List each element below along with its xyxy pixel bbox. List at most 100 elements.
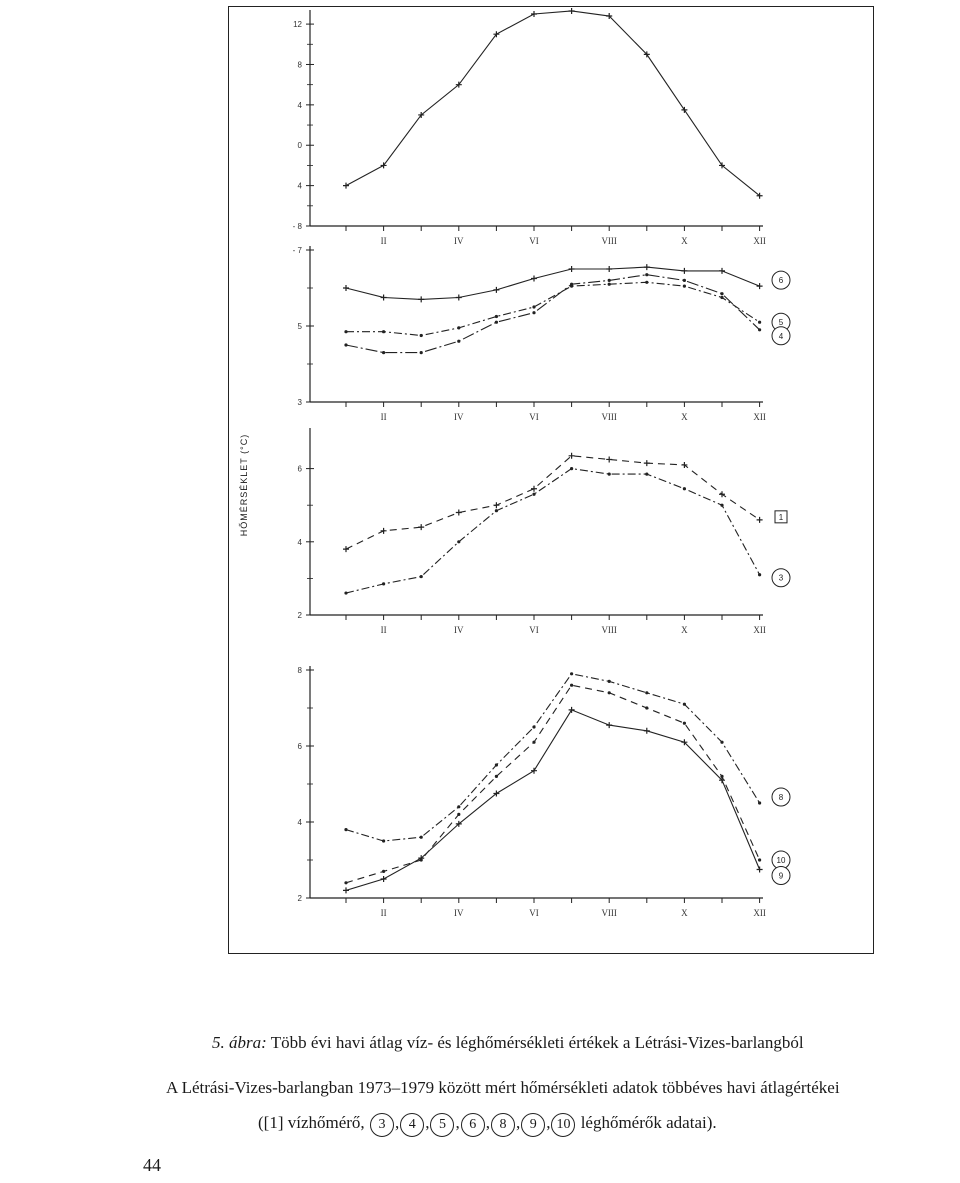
caption-marker-9: 9 [521, 1113, 546, 1137]
data-point [380, 876, 387, 882]
y-tick-label: 8 [298, 666, 303, 675]
x-tick-label: VIII [601, 908, 617, 918]
data-point [682, 721, 687, 725]
data-point [645, 691, 649, 695]
x-tick-label: VIII [601, 412, 617, 422]
data-point [494, 763, 498, 767]
data-point [681, 106, 688, 113]
data-point [719, 267, 725, 274]
y-tick-label: 2 [298, 894, 303, 903]
x-tick-label: VI [529, 625, 539, 635]
y-tick-label: - 8 [293, 222, 303, 231]
data-point [720, 774, 724, 779]
x-tick-label: IV [454, 908, 464, 918]
data-point [457, 812, 461, 817]
x-tick-label: II [381, 908, 387, 918]
data-point [570, 467, 574, 471]
x-tick-label: XII [753, 412, 766, 422]
data-point [532, 725, 536, 729]
data-point [607, 691, 611, 695]
data-point [419, 574, 423, 579]
caption-marker-10: 10 [551, 1113, 576, 1137]
x-tick-label: II [381, 625, 387, 635]
y-tick-label: 6 [298, 742, 303, 751]
data-point [756, 516, 763, 523]
data-point [494, 509, 498, 513]
data-point [756, 866, 763, 873]
data-point [570, 672, 574, 676]
data-point [493, 286, 500, 293]
y-tick-label: 5 [298, 322, 303, 331]
data-point [756, 192, 763, 199]
x-tick-label: IV [454, 236, 464, 246]
x-tick-label: VIII [601, 625, 617, 635]
x-tick-label: IV [454, 625, 464, 635]
data-point [719, 162, 725, 169]
caption-legend-prefix: ([1] vízhőmérő, [258, 1113, 365, 1132]
x-tick-label: X [681, 236, 688, 246]
data-point [494, 320, 498, 324]
y-tick-label: 6 [298, 465, 303, 474]
data-point [382, 869, 386, 874]
figure-caption-description: A Létrási-Vizes-barlangban 1973–1979 köz… [166, 1078, 840, 1097]
data-point [568, 7, 575, 14]
figure-caption-legend: ([1] vízhőmérő, 3, 4, 5, 6, 8, 9, 10 léghőmérő… [258, 1113, 717, 1137]
x-tick-label: X [681, 412, 688, 422]
data-point [607, 472, 611, 476]
data-point [758, 573, 762, 577]
data-point [531, 275, 537, 282]
data-point [380, 527, 387, 534]
data-point [719, 777, 725, 784]
x-tick-label: X [681, 625, 688, 635]
data-point [681, 461, 688, 468]
x-tick-label: VI [529, 412, 539, 422]
data-point [568, 706, 575, 713]
series-marker-8 [771, 787, 791, 807]
data-point [645, 472, 649, 476]
data-point [382, 839, 386, 843]
x-tick-label: VI [529, 908, 539, 918]
caption-separator: , [394, 1113, 400, 1132]
data-point [418, 296, 425, 303]
figure-frame [228, 6, 874, 954]
data-point [418, 111, 425, 118]
caption-legend-suffix: léghőmérők adatai). [580, 1113, 717, 1132]
data-point [532, 311, 536, 315]
y-tick-label: - 7 [293, 246, 303, 255]
data-point [457, 540, 461, 544]
data-point [682, 278, 687, 282]
y-tick-label: 0 [298, 141, 303, 150]
data-point [606, 266, 613, 272]
data-point [720, 503, 724, 507]
caption-title-text: Több évi havi átlag víz- és léghőmérsékl… [270, 1033, 804, 1052]
data-point [531, 767, 537, 774]
series-line-5 [346, 281, 760, 337]
data-point [758, 801, 762, 805]
data-point [344, 828, 348, 832]
caption-separator: , [455, 1113, 460, 1132]
data-point [682, 487, 687, 491]
data-point [344, 343, 348, 347]
data-point [607, 282, 611, 286]
series-marker-label: 8 [779, 793, 784, 802]
data-point [343, 887, 349, 894]
data-point [568, 452, 575, 459]
series-marker-label: 3 [779, 574, 784, 583]
data-point [606, 456, 613, 463]
data-point [532, 492, 536, 496]
y-tick-label: 4 [298, 182, 303, 191]
figure-caption-title: 5. ábra: Több évi havi átlag víz- és lég… [212, 1033, 804, 1053]
data-point [570, 282, 574, 286]
data-point [682, 284, 687, 288]
data-point [720, 740, 724, 744]
data-point [682, 702, 687, 706]
x-tick-label: X [681, 908, 688, 918]
data-point [606, 722, 613, 729]
caption-separator: , [485, 1113, 490, 1132]
data-point [493, 790, 500, 797]
data-point [532, 740, 536, 744]
y-tick-label: 4 [298, 101, 303, 110]
x-tick-label: II [381, 412, 387, 422]
series-marker-1 [774, 510, 788, 524]
series-marker-label: 6 [779, 276, 784, 285]
